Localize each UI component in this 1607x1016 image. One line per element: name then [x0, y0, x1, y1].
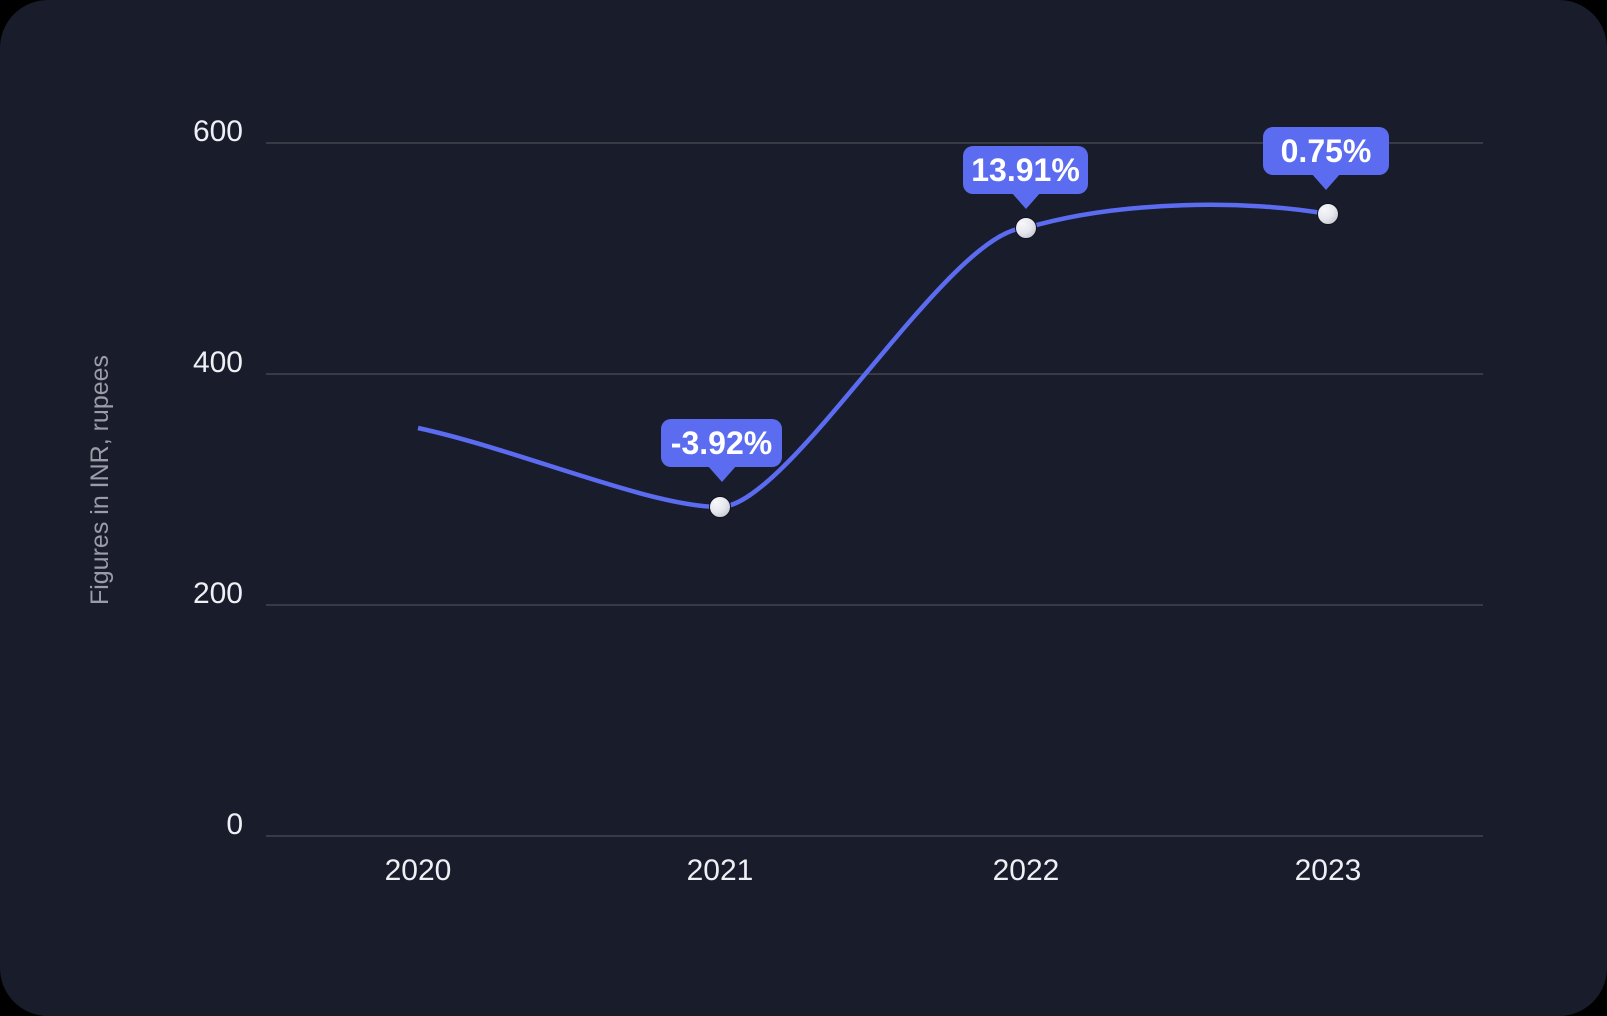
svg-text:2022: 2022 [993, 854, 1060, 887]
svg-text:400: 400 [193, 346, 243, 379]
svg-text:600: 600 [193, 115, 243, 148]
svg-text:2020: 2020 [385, 854, 452, 887]
svg-text:Figures in INR, rupees: Figures in INR, rupees [86, 355, 114, 605]
svg-text:0: 0 [226, 808, 243, 841]
svg-text:2023: 2023 [1295, 854, 1362, 887]
svg-text:2021: 2021 [687, 854, 754, 887]
svg-text:200: 200 [193, 577, 243, 610]
